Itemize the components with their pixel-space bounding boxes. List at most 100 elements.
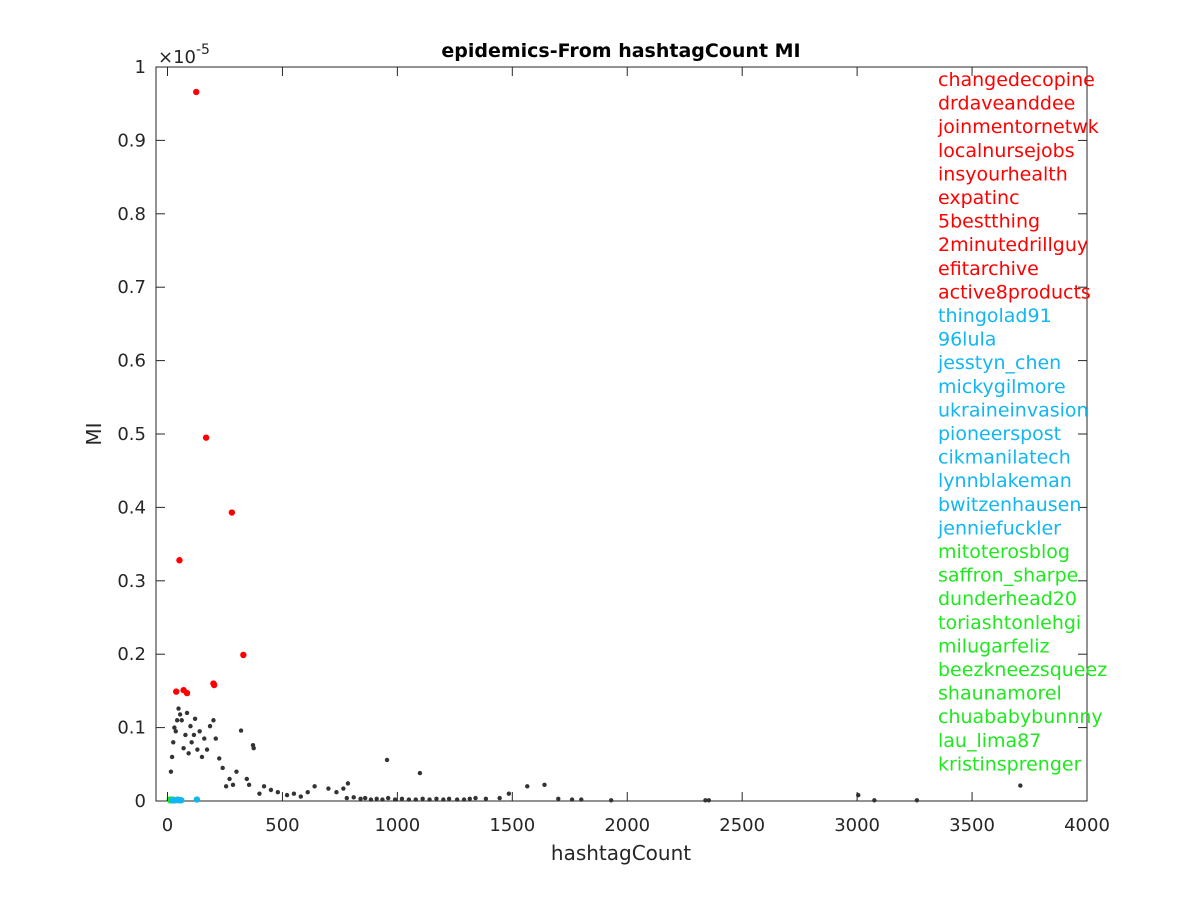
label-entry: 2minutedrillguy xyxy=(938,234,1088,256)
data-point-other xyxy=(413,797,418,802)
label-entry: 5bestthing xyxy=(938,211,1040,233)
data-point-other xyxy=(1018,783,1023,788)
label-list: changedecopinedrdaveanddeejoinmentornetw… xyxy=(937,69,1107,775)
y-tick-label: 0 xyxy=(135,791,146,812)
data-point-highlighted xyxy=(193,796,201,803)
data-point-other xyxy=(362,795,368,801)
data-point-highlighted xyxy=(240,651,247,659)
label-entry: toriashtonlehgi xyxy=(938,612,1081,634)
y-tick-label: 0.7 xyxy=(117,277,146,298)
y-tick-label: 1 xyxy=(135,57,146,78)
data-point-highlighted xyxy=(210,681,218,689)
data-point-other xyxy=(473,795,478,801)
y-tick-label: 0.6 xyxy=(117,351,146,372)
data-point-other xyxy=(914,798,920,803)
data-point-other xyxy=(223,784,229,789)
label-entry: jenniefuckler xyxy=(937,517,1061,539)
data-point-other xyxy=(244,776,250,782)
label-entry: efitarchive xyxy=(938,258,1039,280)
label-entry: 96lula xyxy=(938,329,996,351)
data-point-other xyxy=(569,797,575,802)
data-point-other xyxy=(172,725,177,730)
data-point-other xyxy=(168,769,174,774)
data-point-other xyxy=(467,796,472,801)
data-point-other xyxy=(446,796,452,801)
data-point-other xyxy=(385,795,391,801)
y-tick-label: 0.1 xyxy=(117,718,146,739)
data-point-other xyxy=(334,789,339,795)
label-entry: dunderhead20 xyxy=(938,588,1077,610)
data-point-other xyxy=(230,782,236,788)
data-point-other xyxy=(207,723,213,729)
chart-title: epidemics-From hashtagCount MI xyxy=(441,40,800,62)
label-entry: lynnblakeman xyxy=(938,470,1072,492)
data-point-other xyxy=(275,789,281,795)
data-point-other xyxy=(368,797,374,802)
data-point-other xyxy=(384,757,390,763)
data-point-other xyxy=(706,798,712,803)
data-point-other xyxy=(169,754,175,760)
x-tick-label: 0 xyxy=(162,815,173,836)
data-point-other xyxy=(703,798,708,803)
data-point-other xyxy=(227,776,232,782)
data-point-other xyxy=(174,718,180,723)
label-entry: kristinsprenger xyxy=(938,753,1082,775)
data-point-other xyxy=(189,740,194,745)
label-entry: jesstyn_chen xyxy=(937,352,1061,374)
data-point-other xyxy=(441,797,446,802)
data-point-highlighted xyxy=(176,557,183,564)
data-point-other xyxy=(392,797,398,802)
data-point-other xyxy=(872,798,877,803)
data-point-other xyxy=(188,723,193,729)
data-point-highlighted xyxy=(172,797,179,804)
y-tick-label: 0.9 xyxy=(117,130,146,151)
label-entry: changedecopine xyxy=(938,69,1095,91)
data-point-other xyxy=(341,786,346,791)
label-entry: mickygilmore xyxy=(938,376,1066,398)
data-point-other xyxy=(417,770,423,776)
data-point-other xyxy=(261,784,267,789)
data-point-other xyxy=(183,732,188,738)
label-entry: localnursejobs xyxy=(938,140,1075,162)
x-tick-label: 3500 xyxy=(949,815,995,836)
y-scale-prefix: ×10 xyxy=(158,47,196,68)
y-tick-label: 0.4 xyxy=(117,497,146,518)
data-point-other xyxy=(461,797,467,802)
data-point-other xyxy=(176,706,181,711)
data-point-other xyxy=(184,710,190,716)
axis-ticks: 0 500 1000 1500 2000 2500 3000 3500 4000 0 0.1 0.2 0… xyxy=(117,57,1110,836)
data-point-other xyxy=(312,784,317,789)
data-point-other xyxy=(420,796,425,801)
x-axis-label: hashtagCount xyxy=(551,841,691,865)
label-entry: drdaveanddee xyxy=(938,93,1075,115)
data-point-other xyxy=(556,796,561,801)
data-point-other xyxy=(454,797,460,802)
data-point-other xyxy=(506,791,512,796)
data-point-other xyxy=(191,732,197,738)
data-point-other xyxy=(234,769,239,774)
data-point-other xyxy=(197,729,202,734)
data-point-other xyxy=(326,786,331,791)
x-tick-label: 4000 xyxy=(1064,815,1110,836)
label-entry: active8products xyxy=(938,281,1091,303)
data-point-highlighted xyxy=(183,689,191,697)
data-point-other xyxy=(542,782,547,788)
y-axis-label: MI xyxy=(82,422,106,445)
data-point-other xyxy=(497,795,502,801)
data-point-other xyxy=(579,797,584,802)
data-point-other xyxy=(250,743,256,748)
y-tick-label: 0.8 xyxy=(117,204,146,225)
data-point-other xyxy=(608,798,614,803)
label-entry: beezkneezsqueez xyxy=(938,659,1107,681)
data-point-other xyxy=(344,795,349,801)
data-point-other xyxy=(399,796,405,801)
data-point-other xyxy=(179,718,184,723)
label-entry: milugarfeliz xyxy=(938,635,1050,657)
data-point-other xyxy=(305,789,310,795)
data-point-other xyxy=(192,716,198,721)
label-entry: cikmanilatech xyxy=(938,447,1071,469)
label-entry: lau_lima87 xyxy=(938,730,1041,752)
data-point-highlighted xyxy=(193,88,200,96)
data-point-other xyxy=(351,795,356,800)
